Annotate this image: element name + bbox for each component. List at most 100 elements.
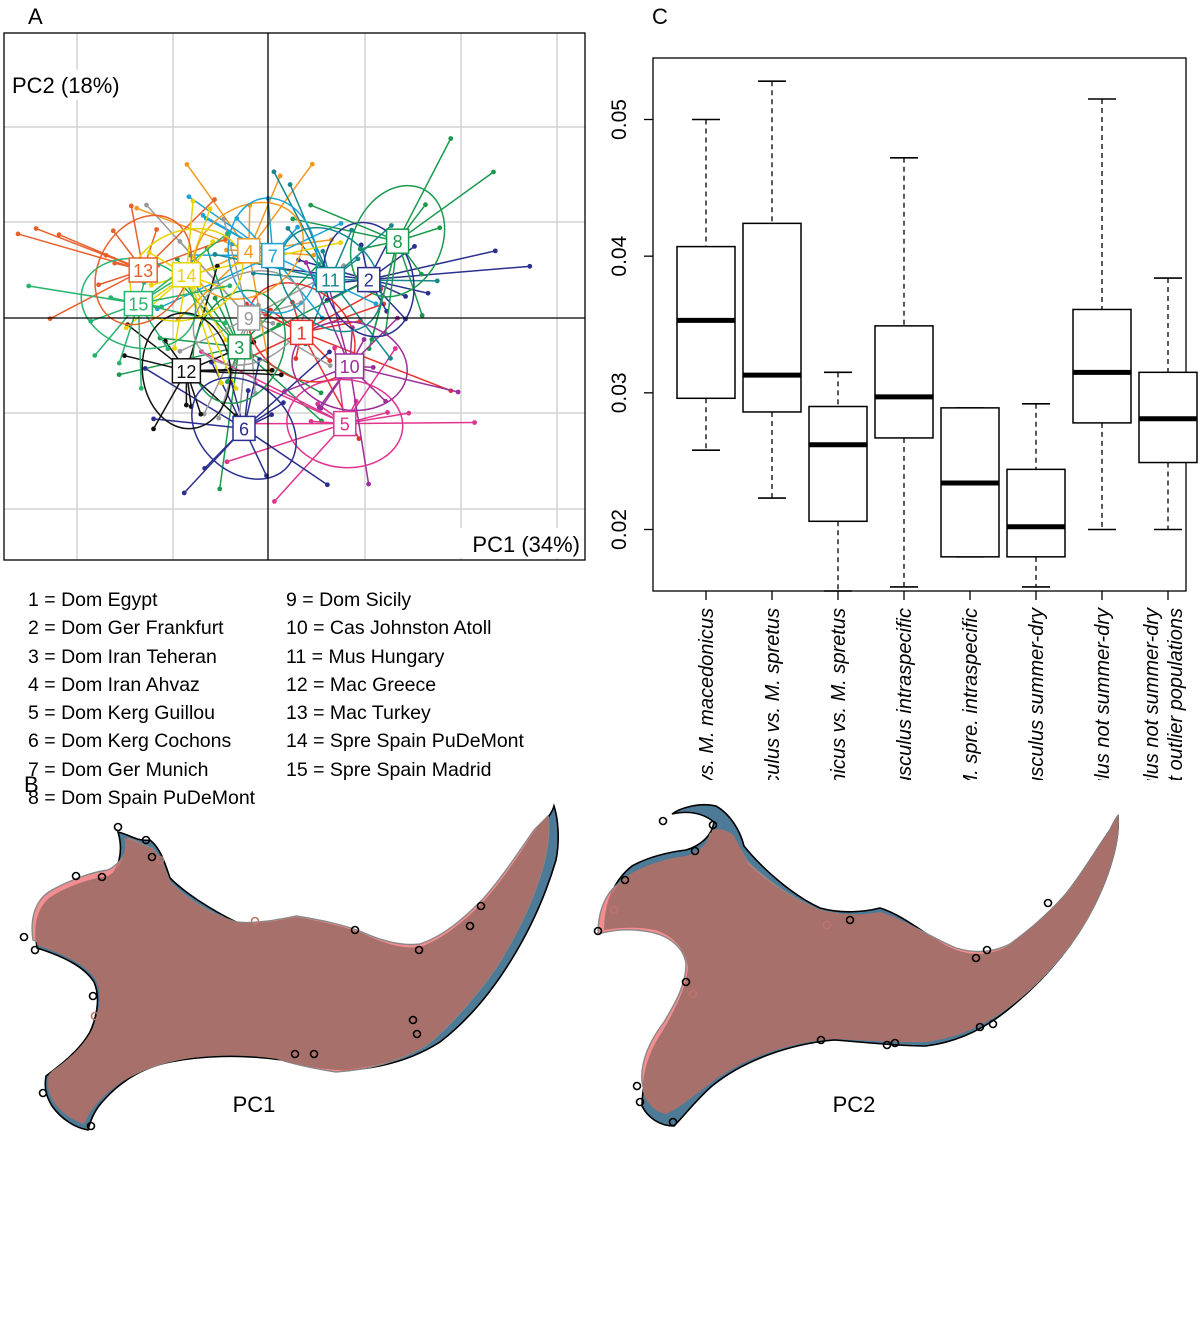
box-plot: 0.02 0.03 0.04 0.05 M. musculus vs. M. mace… (608, 57, 1198, 780)
centroid-box (171, 358, 202, 384)
specimen-point (177, 348, 183, 354)
specimen-point (327, 363, 333, 369)
specimen-ray (226, 422, 346, 463)
iqr-box (1006, 468, 1066, 558)
specimen-point (183, 402, 189, 408)
specimen-point (128, 203, 134, 209)
pca-frame (3, 32, 586, 561)
centroid-box (123, 290, 154, 317)
confidence-ellipse (227, 197, 319, 314)
specimen-point (207, 206, 213, 212)
specimen-point (184, 161, 190, 167)
pca-confidence-ellipses (80, 184, 446, 480)
specimen-ray (344, 421, 475, 425)
centroid-label: 6 (239, 419, 249, 439)
specimen-point (309, 161, 315, 167)
legend-entry: 8 = Dom Spain PuDeMont (28, 787, 256, 810)
x-tick-label: M. musculus summer-dry (1026, 607, 1048, 780)
specimen-ray (330, 278, 438, 282)
box-item (1138, 277, 1198, 600)
specimen-point (373, 301, 379, 307)
confidence-ellipse (192, 289, 286, 404)
confidence-ellipse (286, 378, 404, 469)
specimen-point (269, 412, 275, 418)
legend-entry: 7 = Dom Ger Munich (28, 758, 209, 781)
centroid-box (357, 266, 381, 293)
specimen-point (223, 236, 228, 242)
centroid-label: 3 (234, 338, 244, 358)
specimen-point (423, 202, 428, 208)
box-item (1072, 98, 1132, 600)
specimen-point (370, 365, 376, 370)
specimen-point (327, 349, 332, 355)
specimen-point (186, 194, 192, 200)
specimen-point (293, 356, 299, 361)
specimen-point (419, 313, 425, 318)
specimen-point (278, 372, 284, 378)
specimen-point (385, 410, 390, 415)
centroid-box (333, 410, 357, 437)
confidence-ellipse (278, 226, 383, 333)
specimen-point (311, 252, 317, 258)
specimen-point (270, 320, 276, 326)
legend-entry: 13 = Mac Turkey (286, 702, 431, 725)
legend-entry: 6 = Dom Kerg Cochons (28, 730, 232, 753)
shape-deformation-panel: PC1 PC2 (19, 803, 1120, 1131)
specimen-point (123, 325, 129, 331)
centroid-label: 15 (128, 295, 148, 315)
specimen-point (96, 282, 102, 288)
specimen-point (295, 224, 300, 230)
centroid-box (237, 305, 261, 331)
specimen-point (361, 337, 367, 342)
specimen-point (212, 197, 217, 202)
iqr-box (1072, 308, 1132, 424)
specimen-point (355, 256, 361, 262)
specimen-point (26, 283, 32, 289)
specimen-point (269, 367, 275, 373)
specimen-point (217, 486, 223, 492)
panel-letter-a: A (28, 4, 43, 29)
panel-letter-c: C (652, 4, 668, 29)
specimen-ray (273, 423, 346, 502)
specimen-point (388, 355, 393, 361)
specimen-point (224, 459, 230, 465)
specimen-point (324, 482, 330, 488)
specimen-point (33, 226, 39, 231)
specimen-point (200, 212, 206, 218)
centroid-box (289, 319, 314, 346)
specimen-ray (254, 382, 346, 425)
pca-xlabel: PC1 (34%) (472, 532, 580, 557)
mandible-shape-pc2: PC2 (593, 803, 1120, 1127)
specimen-point (154, 227, 160, 232)
specimen-point (356, 436, 362, 442)
specimen-point (308, 418, 314, 424)
specimen-point (318, 390, 324, 396)
specimen-point (349, 227, 355, 233)
legend-entry: 5 = Dom Kerg Guillou (28, 702, 215, 725)
x-tick-label: M. musculus vs. M. macedonicus (696, 608, 718, 780)
specimen-point (369, 337, 375, 342)
confidence-ellipse (291, 320, 408, 412)
x-tick-label: M. mac. / M. spre. intraspecific (960, 608, 982, 780)
centroid-label: 4 (244, 242, 254, 262)
legend-entry: 10 = Cas Johnston Atoll (286, 617, 492, 640)
legend-entry: 1 = Dom Egypt (28, 589, 158, 611)
specimen-point (245, 388, 251, 393)
box-item (1006, 402, 1066, 600)
panel-letter-b: B (24, 772, 39, 797)
specimen-point (527, 263, 533, 269)
specimen-point (216, 415, 222, 421)
centroid-box (232, 415, 256, 442)
specimen-point (148, 282, 154, 288)
landmarks-pc1 (19, 822, 486, 1131)
specimen-point (472, 420, 478, 425)
specimen-ray (238, 346, 322, 394)
specimen-point (92, 353, 98, 358)
specimen-point (172, 346, 178, 351)
confidence-ellipse (349, 184, 446, 298)
centroid-label: 9 (244, 309, 254, 329)
centroid-box (128, 257, 158, 283)
legend-entry: 12 = Mac Greece (286, 673, 437, 696)
specimen-point (56, 232, 62, 238)
iqr-box (742, 222, 802, 413)
